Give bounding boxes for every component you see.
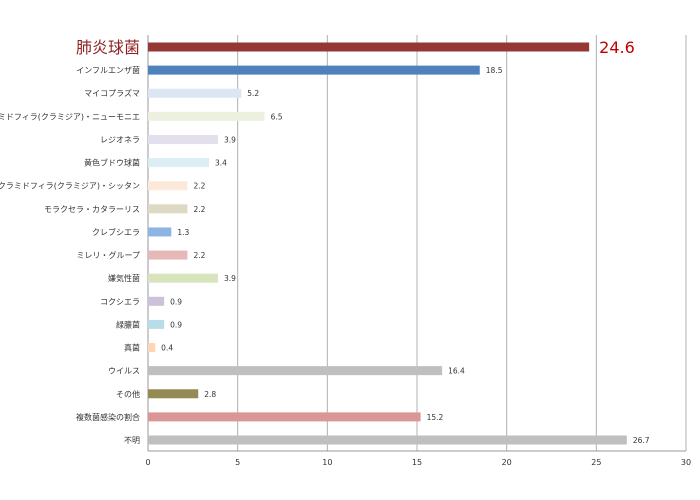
value-label: 0.9 bbox=[170, 297, 182, 306]
value-label: 2.2 bbox=[193, 251, 205, 260]
value-label: 6.5 bbox=[271, 112, 283, 121]
x-tick-label: 15 bbox=[412, 458, 422, 467]
bar bbox=[148, 42, 590, 52]
category-label: クラミドフィラ(クラミジア)・ニューモニエ bbox=[0, 112, 140, 121]
value-label: 0.9 bbox=[170, 320, 182, 329]
bar bbox=[148, 88, 242, 98]
value-label: 3.4 bbox=[215, 159, 227, 168]
category-label: モラクセラ・カタラーリス bbox=[44, 205, 140, 214]
category-label: クレブシエラ bbox=[92, 227, 140, 237]
x-tick-label: 10 bbox=[322, 458, 332, 467]
category-label: マイコプラズマ bbox=[84, 88, 140, 98]
bar bbox=[148, 227, 172, 237]
bar bbox=[148, 111, 265, 121]
category-label: レジオネラ bbox=[100, 135, 140, 144]
category-label: コクシエラ bbox=[100, 297, 140, 306]
x-tick-label: 25 bbox=[591, 458, 601, 467]
bar bbox=[148, 250, 188, 260]
x-tick-label: 5 bbox=[235, 458, 240, 467]
category-label: 複数菌感染の割合 bbox=[76, 412, 140, 422]
value-label: 3.9 bbox=[224, 135, 236, 144]
value-label: 26.7 bbox=[633, 436, 650, 445]
x-axis-ticks: 0 5 10 15 20 25 30 bbox=[145, 458, 691, 467]
bar bbox=[148, 412, 421, 422]
category-label: 真菌 bbox=[124, 343, 140, 353]
bar bbox=[148, 366, 443, 376]
bars bbox=[148, 42, 627, 445]
bar bbox=[148, 319, 165, 329]
bar bbox=[148, 343, 156, 353]
x-tick-label: 20 bbox=[502, 458, 512, 467]
category-label: インフルエンザ菌 bbox=[76, 65, 140, 75]
bar bbox=[148, 435, 627, 445]
value-label: 16.4 bbox=[448, 367, 465, 376]
category-label: 不明 bbox=[124, 436, 140, 445]
bar bbox=[148, 273, 218, 283]
gridlines bbox=[147, 35, 687, 452]
bar bbox=[148, 389, 199, 399]
bar bbox=[148, 65, 480, 75]
x-tick-label: 30 bbox=[681, 458, 691, 467]
x-tick-label: 0 bbox=[145, 458, 150, 467]
category-label: ミレリ・グループ bbox=[76, 250, 140, 260]
value-label: 1.3 bbox=[177, 228, 189, 237]
value-label: 5.2 bbox=[247, 89, 259, 98]
value-label: 2.2 bbox=[193, 182, 205, 191]
bar bbox=[148, 296, 165, 306]
value-label: 24.6 bbox=[599, 38, 635, 57]
category-label: 肺炎球菌 bbox=[76, 38, 140, 57]
category-label: クラミドフィラ(クラミジア)・シッタン bbox=[0, 182, 140, 191]
value-labels: 24.6 18.5 5.2 6.5 3.9 3.4 2.2 2.2 1.3 2.2 3.9 0.9 0.… bbox=[161, 38, 650, 445]
bar bbox=[148, 181, 188, 191]
category-label: 黄色ブドウ球菌 bbox=[84, 158, 140, 168]
category-labels: 肺炎球菌インフルエンザ菌マイコプラズマクラミドフィラ(クラミジア)・ニューモニエ… bbox=[0, 38, 140, 445]
category-label: ウイルス bbox=[108, 367, 140, 376]
bar bbox=[148, 204, 188, 214]
category-label: その他 bbox=[116, 389, 140, 399]
value-label: 3.9 bbox=[224, 274, 236, 283]
value-label: 18.5 bbox=[486, 66, 503, 75]
bar bbox=[148, 158, 209, 168]
value-label: 2.2 bbox=[193, 205, 205, 214]
bar bbox=[148, 134, 218, 144]
value-label: 15.2 bbox=[427, 413, 444, 422]
value-label: 2.8 bbox=[204, 390, 216, 399]
category-label: 緑膿菌 bbox=[116, 319, 140, 329]
value-label: 0.4 bbox=[161, 344, 173, 353]
category-label: 嫌気性菌 bbox=[108, 273, 140, 283]
